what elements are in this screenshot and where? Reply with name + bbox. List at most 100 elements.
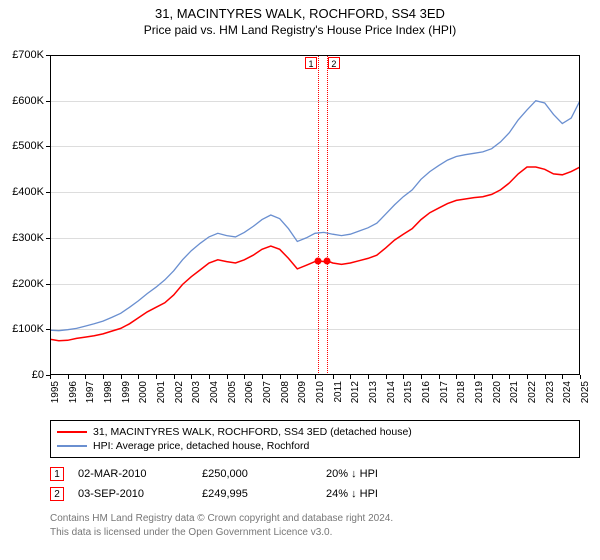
ytick-label: £400K xyxy=(12,186,44,198)
xtick-label: 2006 xyxy=(244,381,255,403)
ytick-label: £700K xyxy=(12,49,44,61)
xtick-label: 1998 xyxy=(103,381,114,403)
ytick-mark xyxy=(46,101,50,102)
xtick-label: 2023 xyxy=(545,381,556,403)
xtick-mark xyxy=(403,375,404,379)
xtick-mark xyxy=(174,375,175,379)
xtick-mark xyxy=(545,375,546,379)
xtick-mark xyxy=(209,375,210,379)
event-date-1: 02-MAR-2010 xyxy=(78,468,188,480)
xtick-label: 2022 xyxy=(527,381,538,403)
legend-swatch-hpi xyxy=(57,445,87,447)
legend-label-hpi: HPI: Average price, detached house, Roch… xyxy=(93,440,309,452)
xtick-mark xyxy=(191,375,192,379)
xtick-mark xyxy=(527,375,528,379)
xtick-label: 2018 xyxy=(456,381,467,403)
xtick-label: 2008 xyxy=(280,381,291,403)
xtick-label: 2004 xyxy=(209,381,220,403)
xtick-mark xyxy=(156,375,157,379)
event-num-2: 2 xyxy=(50,487,64,501)
event-row-2: 2 03-SEP-2010 £249,995 24% ↓ HPI xyxy=(50,484,580,504)
xtick-label: 2017 xyxy=(439,381,450,403)
xtick-mark xyxy=(439,375,440,379)
xtick-mark xyxy=(562,375,563,379)
xtick-label: 2025 xyxy=(580,381,591,403)
ytick-mark xyxy=(46,192,50,193)
xtick-label: 2003 xyxy=(191,381,202,403)
xtick-mark xyxy=(103,375,104,379)
xtick-mark xyxy=(580,375,581,379)
footer-line-2: This data is licensed under the Open Gov… xyxy=(50,526,580,540)
ytick-label: £300K xyxy=(12,232,44,244)
event-date-2: 03-SEP-2010 xyxy=(78,488,188,500)
xtick-mark xyxy=(386,375,387,379)
ytick-label: £200K xyxy=(12,278,44,290)
title-line-2: Price paid vs. HM Land Registry's House … xyxy=(0,21,600,37)
ytick-mark xyxy=(46,329,50,330)
xtick-label: 2010 xyxy=(315,381,326,403)
xtick-label: 2001 xyxy=(156,381,167,403)
xtick-label: 2024 xyxy=(562,381,573,403)
xtick-label: 2020 xyxy=(492,381,503,403)
ytick-label: £500K xyxy=(12,140,44,152)
title-line-1: 31, MACINTYRES WALK, ROCHFORD, SS4 3ED xyxy=(0,0,600,21)
events-table: 1 02-MAR-2010 £250,000 20% ↓ HPI 2 03-SE… xyxy=(50,464,580,504)
xtick-mark xyxy=(333,375,334,379)
xtick-label: 1996 xyxy=(68,381,79,403)
chart-area: 12 £0£100K£200K£300K£400K£500K£600K£700K… xyxy=(50,55,580,375)
xtick-mark xyxy=(138,375,139,379)
xtick-mark xyxy=(368,375,369,379)
ytick-mark xyxy=(46,238,50,239)
xtick-label: 2016 xyxy=(421,381,432,403)
event-row-1: 1 02-MAR-2010 £250,000 20% ↓ HPI xyxy=(50,464,580,484)
xtick-mark xyxy=(121,375,122,379)
event-price-1: £250,000 xyxy=(202,468,312,480)
xtick-label: 2005 xyxy=(227,381,238,403)
xtick-label: 2013 xyxy=(368,381,379,403)
xtick-label: 1997 xyxy=(85,381,96,403)
event-delta-1: 20% ↓ HPI xyxy=(326,468,436,480)
legend-box: 31, MACINTYRES WALK, ROCHFORD, SS4 3ED (… xyxy=(50,420,580,458)
ytick-mark xyxy=(46,146,50,147)
ytick-label: £600K xyxy=(12,95,44,107)
event-num-1: 1 xyxy=(50,467,64,481)
ytick-label: £100K xyxy=(12,323,44,335)
xtick-mark xyxy=(509,375,510,379)
event-price-2: £249,995 xyxy=(202,488,312,500)
xtick-mark xyxy=(280,375,281,379)
footer-attribution: Contains HM Land Registry data © Crown c… xyxy=(50,512,580,539)
xtick-mark xyxy=(474,375,475,379)
legend-row-hpi: HPI: Average price, detached house, Roch… xyxy=(57,439,573,453)
legend-row-property: 31, MACINTYRES WALK, ROCHFORD, SS4 3ED (… xyxy=(57,425,573,439)
xtick-label: 2019 xyxy=(474,381,485,403)
xtick-mark xyxy=(315,375,316,379)
xtick-mark xyxy=(85,375,86,379)
xtick-mark xyxy=(244,375,245,379)
ytick-mark xyxy=(46,55,50,56)
xtick-mark xyxy=(50,375,51,379)
xtick-mark xyxy=(227,375,228,379)
ytick-mark xyxy=(46,284,50,285)
plot-border xyxy=(50,55,580,375)
xtick-mark xyxy=(456,375,457,379)
xtick-label: 1999 xyxy=(121,381,132,403)
xtick-label: 2000 xyxy=(138,381,149,403)
xtick-label: 2021 xyxy=(509,381,520,403)
xtick-mark xyxy=(421,375,422,379)
xtick-mark xyxy=(297,375,298,379)
xtick-mark xyxy=(350,375,351,379)
xtick-label: 2014 xyxy=(386,381,397,403)
xtick-label: 2015 xyxy=(403,381,414,403)
xtick-mark xyxy=(492,375,493,379)
event-delta-2: 24% ↓ HPI xyxy=(326,488,436,500)
xtick-label: 2002 xyxy=(174,381,185,403)
xtick-label: 2009 xyxy=(297,381,308,403)
legend-label-property: 31, MACINTYRES WALK, ROCHFORD, SS4 3ED (… xyxy=(93,426,412,438)
xtick-label: 1995 xyxy=(50,381,61,403)
xtick-mark xyxy=(262,375,263,379)
legend-swatch-property xyxy=(57,431,87,433)
ytick-label: £0 xyxy=(32,369,44,381)
xtick-label: 2012 xyxy=(350,381,361,403)
xtick-label: 2007 xyxy=(262,381,273,403)
xtick-label: 2011 xyxy=(333,381,344,403)
